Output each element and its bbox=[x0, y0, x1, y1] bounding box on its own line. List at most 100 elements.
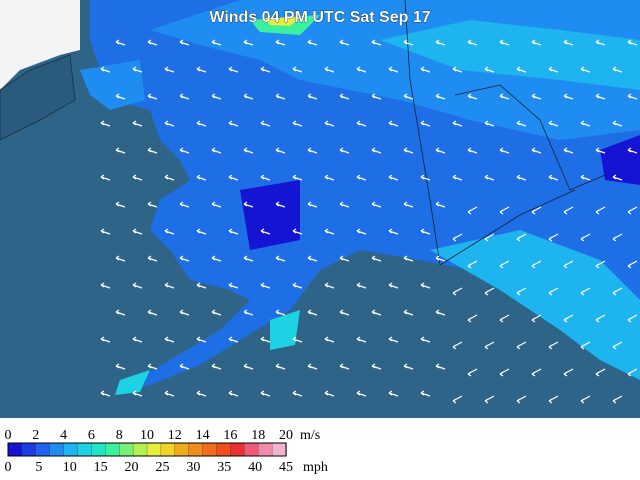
wind-arrow bbox=[435, 39, 446, 46]
wind-arrow bbox=[371, 255, 382, 262]
wind-arrow bbox=[339, 39, 350, 46]
wind-arrow bbox=[115, 93, 126, 100]
wind-arrow bbox=[627, 314, 638, 323]
wind-arrow bbox=[499, 93, 510, 100]
wind-arrow bbox=[228, 174, 239, 181]
wind-arrow bbox=[228, 282, 239, 289]
wind-arrow bbox=[228, 66, 239, 73]
wind-arrow bbox=[164, 174, 175, 181]
wind-arrow bbox=[292, 390, 303, 397]
wind-arrow bbox=[196, 66, 207, 73]
wind-arrow bbox=[196, 120, 207, 127]
wind-arrow bbox=[580, 66, 591, 73]
ms-tick-label: 16 bbox=[223, 428, 237, 443]
wind-arrow bbox=[260, 120, 271, 127]
color-legend: 0 2 4 6 8 10 12 14 16 18 20 m/s 0 5 10 15 20 25 30 35 40 45 mp… bbox=[5, 428, 328, 475]
wind-arrow bbox=[499, 147, 510, 154]
wind-arrow bbox=[467, 39, 478, 46]
mph-tick-label: 5 bbox=[35, 460, 42, 475]
wind-arrow bbox=[115, 363, 126, 370]
wind-arrow bbox=[388, 228, 399, 235]
wind-arrow bbox=[147, 147, 158, 154]
wind-arrow bbox=[132, 174, 143, 181]
wind-arrow bbox=[371, 363, 382, 370]
wind-arrow bbox=[484, 395, 495, 404]
wind-arrow bbox=[452, 287, 463, 296]
ms-tick-label: 18 bbox=[251, 428, 265, 443]
wind-arrow bbox=[580, 174, 591, 181]
wind-arrow bbox=[452, 233, 463, 242]
wind-arrow bbox=[132, 282, 143, 289]
map-title: Winds 04 PM UTC Sat Sep 17 bbox=[209, 9, 430, 26]
wind-arrow bbox=[243, 93, 254, 100]
wind-arrow bbox=[115, 201, 126, 208]
ms-tick-label: 6 bbox=[88, 428, 95, 443]
wind-arrows bbox=[100, 39, 638, 404]
wind-arrow bbox=[548, 287, 559, 296]
wind-arrow bbox=[548, 341, 559, 350]
ms-tick-label: 2 bbox=[32, 428, 39, 443]
wind-arrow bbox=[100, 120, 111, 127]
wind-arrow bbox=[612, 174, 623, 181]
wind-arrow bbox=[307, 309, 318, 316]
wind-arrow bbox=[292, 336, 303, 343]
wind-arrow bbox=[435, 363, 446, 370]
wind-arrow bbox=[196, 228, 207, 235]
wind-arrow bbox=[100, 336, 111, 343]
wind-arrow bbox=[260, 228, 271, 235]
wind-arrow bbox=[516, 174, 527, 181]
wind-arrow bbox=[516, 233, 527, 242]
wind-arrow bbox=[371, 39, 382, 46]
wind-arrow bbox=[179, 309, 190, 316]
wind-arrow bbox=[452, 395, 463, 404]
wind-arrow bbox=[179, 363, 190, 370]
wind-arrow bbox=[115, 39, 126, 46]
wind-arrow bbox=[563, 314, 574, 323]
wind-arrow bbox=[388, 66, 399, 73]
wind-arrow bbox=[595, 39, 606, 46]
wind-arrow bbox=[531, 39, 542, 46]
wind-arrow bbox=[627, 93, 638, 100]
wind-arrow bbox=[612, 233, 623, 242]
wind-arrow bbox=[484, 66, 495, 73]
wind-arrow bbox=[420, 174, 431, 181]
wind-arrow bbox=[580, 233, 591, 242]
legend-swatch bbox=[63, 442, 79, 457]
wind-arrow bbox=[196, 282, 207, 289]
wind-arrow bbox=[243, 363, 254, 370]
wind-arrow bbox=[179, 93, 190, 100]
wind-arrow bbox=[420, 390, 431, 397]
legend-frame bbox=[7, 442, 287, 457]
wind-arrow bbox=[563, 93, 574, 100]
wind-arrow bbox=[356, 66, 367, 73]
wind-arrow bbox=[211, 363, 222, 370]
legend-swatch bbox=[271, 442, 287, 457]
wind-arrow bbox=[420, 120, 431, 127]
legend-swatch bbox=[7, 442, 23, 457]
wind-arrow bbox=[339, 309, 350, 316]
wind-arrow bbox=[356, 174, 367, 181]
wind-arrow bbox=[147, 201, 158, 208]
wind-arrow bbox=[243, 201, 254, 208]
wind-arrow bbox=[388, 336, 399, 343]
wind-arrow bbox=[196, 174, 207, 181]
wind-arrow bbox=[292, 174, 303, 181]
wind-arrow bbox=[339, 201, 350, 208]
ms-tick-label: 4 bbox=[60, 428, 67, 443]
wind-arrow bbox=[484, 120, 495, 127]
wind-arrow bbox=[484, 174, 495, 181]
wind-arrow bbox=[164, 66, 175, 73]
wind-arrow bbox=[595, 206, 606, 215]
wind-arrow bbox=[595, 93, 606, 100]
wind-arrow bbox=[307, 363, 318, 370]
wind-arrow bbox=[612, 341, 623, 350]
wind-arrow bbox=[228, 120, 239, 127]
wind-arrow bbox=[292, 66, 303, 73]
ms-tick-label: 8 bbox=[116, 428, 123, 443]
wind-arrow bbox=[531, 93, 542, 100]
wind-arrow bbox=[403, 363, 414, 370]
wind-arrow bbox=[147, 255, 158, 262]
wind-arrow bbox=[100, 66, 111, 73]
wind-arrow bbox=[548, 395, 559, 404]
wind-arrow bbox=[371, 93, 382, 100]
